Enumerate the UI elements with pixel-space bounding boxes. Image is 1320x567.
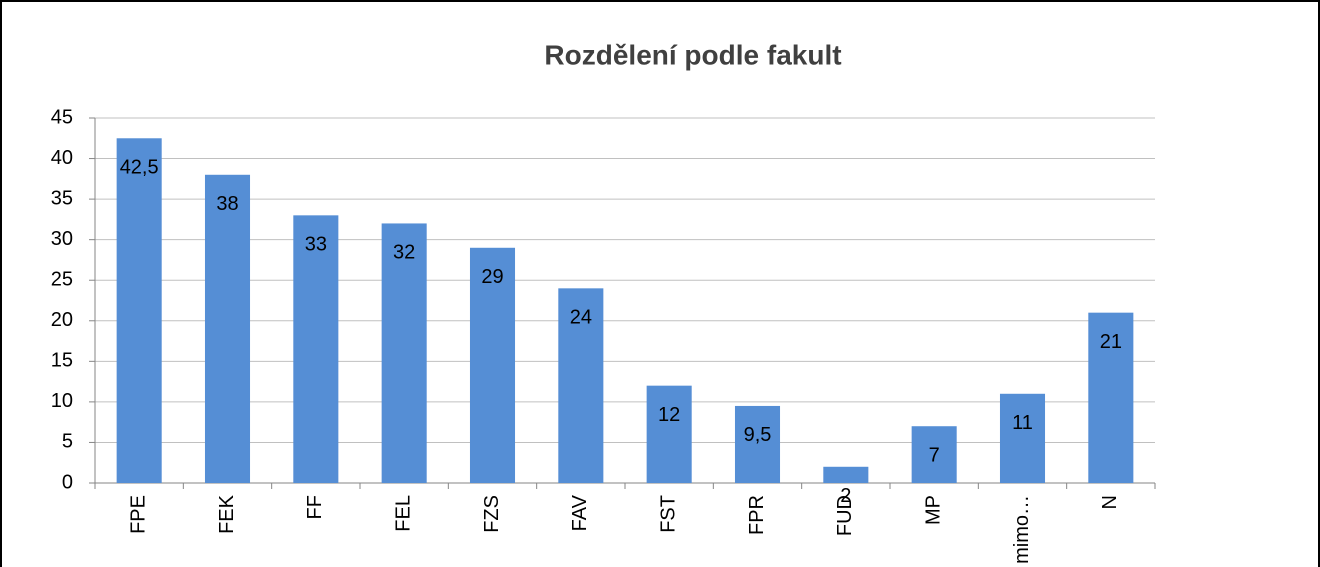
y-tick-label: 15 (51, 350, 73, 372)
bar (558, 288, 604, 483)
y-tick-label: 5 (62, 431, 73, 453)
data-label: 2 (840, 485, 851, 507)
y-tick-label: 0 (62, 471, 73, 493)
bar (646, 385, 692, 483)
x-tick-label: FAV (569, 494, 591, 531)
x-tick-label: FPE (127, 495, 149, 534)
data-label: 7 (929, 445, 940, 467)
x-tick-label: FEL (392, 495, 414, 532)
bar (999, 393, 1046, 483)
data-label: 21 (1100, 331, 1122, 353)
chart-title: Rozdělení podle fakult (544, 39, 841, 70)
x-tick-label: mimo… (1011, 495, 1033, 564)
bar (823, 466, 869, 483)
x-tick-label: FUD (834, 495, 856, 536)
data-label: 38 (216, 193, 238, 215)
bar (381, 223, 427, 483)
y-tick-label: 35 (51, 187, 73, 209)
bar (293, 215, 339, 484)
data-label: 9,5 (744, 424, 772, 446)
x-tick-label: FST (657, 495, 679, 533)
x-tick-label: N (1099, 495, 1121, 509)
x-tick-label: FF (304, 495, 326, 519)
data-label: 11 (1012, 412, 1033, 434)
y-tick-label: 30 (51, 228, 73, 250)
bar (116, 138, 162, 483)
data-label: 42,5 (120, 157, 159, 179)
y-tick-label: 20 (51, 309, 73, 331)
bar (1088, 312, 1134, 483)
data-label: 29 (481, 266, 503, 288)
y-tick-label: 25 (51, 269, 73, 291)
bar (911, 426, 957, 483)
x-tick-label: FZS (481, 495, 503, 533)
y-tick-label: 45 (51, 106, 73, 128)
y-tick-label: 10 (51, 390, 73, 412)
x-tick-label: MP (922, 495, 944, 525)
y-tick-label: 40 (51, 147, 73, 169)
bar (204, 174, 251, 483)
data-label: 32 (393, 242, 415, 264)
data-label: 12 (658, 404, 680, 426)
bar (734, 405, 781, 483)
data-label: 33 (305, 234, 327, 256)
x-tick-label: FEK (216, 494, 238, 534)
bar (469, 247, 516, 483)
x-tick-label: FPR (746, 495, 768, 535)
data-label: 24 (570, 307, 592, 329)
